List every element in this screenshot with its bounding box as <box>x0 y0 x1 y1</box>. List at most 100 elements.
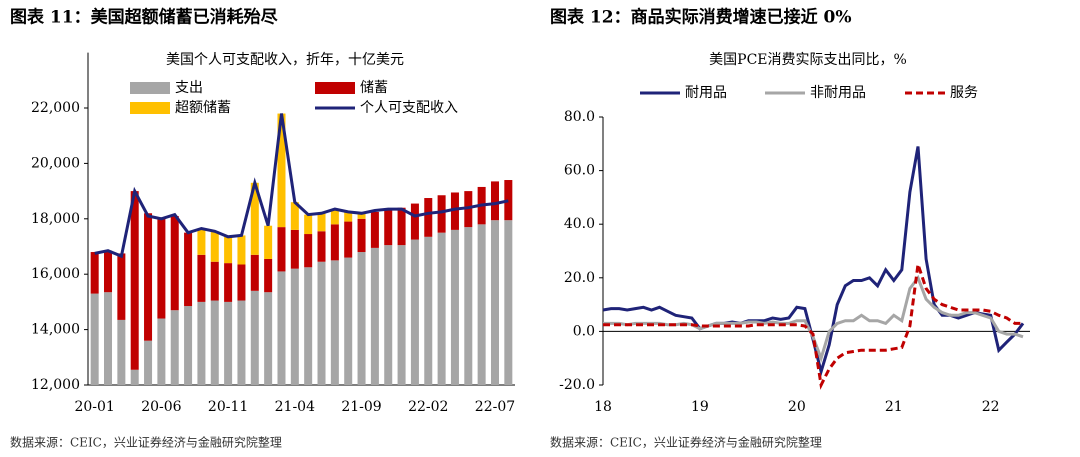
x-tick-label: 22-07 <box>475 399 515 415</box>
legend-label: 服务 <box>950 85 978 101</box>
bar-segment <box>357 213 366 219</box>
bar-segment <box>90 252 99 294</box>
x-tick-label: 21-09 <box>341 399 381 415</box>
y-tick-label: 16,000 <box>31 266 80 282</box>
bar-segment <box>330 224 339 261</box>
bar-segment <box>330 260 339 385</box>
bar-segment <box>264 258 273 293</box>
line-series <box>94 113 509 259</box>
bar-segment <box>437 195 446 233</box>
bar-segment <box>370 247 379 385</box>
line-series <box>603 263 1023 390</box>
x-tick-label: 19 <box>691 399 709 415</box>
legend-label: 个人可支配收入 <box>360 100 458 116</box>
legend-label: 非耐用品 <box>810 85 866 101</box>
y-tick-label: 14,000 <box>31 322 80 338</box>
source: 数据来源：CEIC，兴业证券经济与金融研究院整理 <box>550 435 822 450</box>
y-tick-label: 22,000 <box>31 100 80 116</box>
bar-segment <box>170 310 179 385</box>
bar-segment <box>290 202 299 230</box>
x-tick-label: 20-06 <box>141 399 181 415</box>
bar-segment <box>237 264 246 301</box>
bar-segment <box>184 306 193 385</box>
bar-segment <box>317 231 326 262</box>
bar-segment <box>197 301 206 385</box>
bar-segment <box>130 191 139 370</box>
chart-title: 美国个人可支配收入，折年，十亿美元 <box>166 52 404 68</box>
legend-label: 支出 <box>175 80 203 96</box>
bar-segment <box>117 319 126 385</box>
bar-segment <box>357 218 366 253</box>
source: 数据来源：CEIC，兴业证券经济与金融研究院整理 <box>10 435 282 450</box>
x-tick-label: 22-02 <box>408 399 448 415</box>
bar-segment <box>277 271 286 385</box>
legend-swatch <box>130 102 170 114</box>
bar-segment <box>450 229 459 385</box>
y-tick-label: 40.0 <box>564 216 595 232</box>
bar-segment <box>317 261 326 385</box>
bar-segment <box>170 216 179 311</box>
bar-segment <box>197 254 206 302</box>
bar-segment <box>250 182 259 255</box>
bar-segment <box>277 227 286 272</box>
y-tick-label: -20.0 <box>559 377 595 393</box>
legend-swatch <box>315 82 355 94</box>
bar-segment <box>237 300 246 385</box>
bar-segment <box>144 213 153 341</box>
bar-segment <box>357 252 366 385</box>
x-tick-label: 21-04 <box>275 399 315 415</box>
bar-segment <box>237 235 246 265</box>
figure-title: 图表 11：美国超额储蓄已消耗殆尽 <box>10 7 279 28</box>
bar-segment <box>104 250 113 293</box>
bar-segment <box>464 227 473 385</box>
x-tick-label: 20 <box>788 399 806 415</box>
bar-segment <box>304 214 313 235</box>
x-tick-label: 20-01 <box>74 399 114 415</box>
bar-segment <box>437 232 446 385</box>
bar-segment <box>290 229 299 269</box>
bar-segment <box>90 293 99 385</box>
legend-label: 储蓄 <box>360 80 388 96</box>
bar-segment <box>250 290 259 385</box>
chart-title: 美国PCE消费实际支出同比，% <box>709 52 907 68</box>
bar-segment <box>424 198 433 237</box>
bar-segment <box>317 213 326 232</box>
bar-segment <box>450 192 459 230</box>
bar-segment <box>264 225 273 259</box>
bar-segment <box>277 113 286 228</box>
bar-segment <box>157 318 166 385</box>
legend-label: 超额储蓄 <box>175 100 231 116</box>
y-tick-label: 20,000 <box>31 155 80 171</box>
bar-segment <box>210 231 219 262</box>
bar-segment <box>224 236 233 264</box>
bar-segment <box>224 301 233 385</box>
y-tick-label: 60.0 <box>564 163 595 179</box>
bar-segment <box>224 263 233 302</box>
x-tick-label: 18 <box>594 399 612 415</box>
bar-segment <box>410 203 419 240</box>
bar-segment <box>304 267 313 385</box>
y-tick-label: 18,000 <box>31 211 80 227</box>
bar-segment <box>397 207 406 246</box>
x-tick-label: 21 <box>885 399 903 415</box>
bar-segment <box>290 268 299 385</box>
bar-segment <box>197 228 206 255</box>
bar-segment <box>490 220 499 385</box>
bar-segment <box>184 232 193 307</box>
bar-segment <box>504 220 513 385</box>
bar-segment <box>330 209 339 225</box>
y-tick-label: 20.0 <box>564 270 595 286</box>
bar-segment <box>424 236 433 385</box>
bar-segment <box>384 209 393 246</box>
bar-segment <box>344 221 353 258</box>
bar-segment <box>384 245 393 385</box>
bar-segment <box>410 239 419 385</box>
figure-title: 图表 12：商品实际消费增速已接近 0% <box>550 7 851 28</box>
bar-segment <box>250 254 259 291</box>
bar-segment <box>144 340 153 385</box>
bar-segment <box>264 292 273 385</box>
y-tick-label: 12,000 <box>31 377 80 393</box>
bar-segment <box>304 234 313 268</box>
